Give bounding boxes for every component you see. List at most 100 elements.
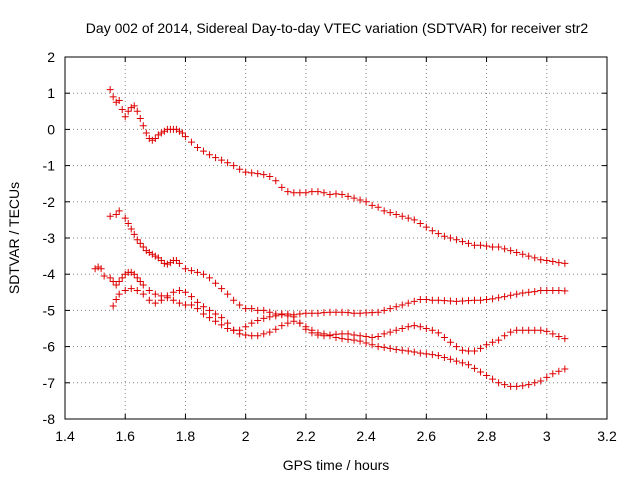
data-point bbox=[151, 290, 159, 298]
data-point bbox=[142, 247, 150, 255]
data-point bbox=[212, 154, 220, 162]
data-point bbox=[392, 345, 400, 353]
data-point bbox=[537, 286, 545, 294]
data-point bbox=[272, 177, 280, 185]
data-point bbox=[326, 191, 334, 199]
data-point bbox=[248, 332, 256, 340]
data-point bbox=[175, 286, 183, 294]
data-point bbox=[446, 297, 454, 305]
data-point bbox=[525, 252, 533, 260]
data-point bbox=[290, 317, 298, 325]
data-point bbox=[477, 344, 485, 352]
data-point bbox=[314, 188, 322, 196]
data-point bbox=[446, 338, 454, 346]
data-point bbox=[374, 332, 382, 340]
y-tick-label: -7 bbox=[43, 375, 56, 391]
data-point bbox=[133, 274, 141, 282]
data-point bbox=[513, 382, 521, 390]
data-point bbox=[392, 326, 400, 334]
chart-title: Day 002 of 2014, Sidereal Day-to-day VTE… bbox=[86, 20, 589, 36]
data-point bbox=[543, 256, 551, 264]
data-point bbox=[284, 188, 292, 196]
data-point bbox=[326, 332, 334, 340]
y-tick-label: 0 bbox=[47, 121, 55, 137]
data-point bbox=[91, 265, 99, 273]
data-point bbox=[112, 98, 120, 106]
x-tick-label: 3 bbox=[543, 428, 551, 444]
data-point bbox=[525, 381, 533, 389]
data-point bbox=[284, 319, 292, 327]
data-point bbox=[296, 189, 304, 197]
data-point bbox=[115, 207, 123, 215]
data-point bbox=[495, 243, 503, 251]
data-point bbox=[471, 347, 479, 355]
data-point bbox=[507, 328, 515, 336]
data-point bbox=[543, 327, 551, 335]
data-point bbox=[483, 372, 491, 380]
data-point bbox=[428, 351, 436, 359]
data-point bbox=[130, 270, 138, 278]
data-point bbox=[458, 346, 466, 354]
data-point bbox=[338, 335, 346, 343]
series-1-points bbox=[106, 86, 569, 267]
data-point bbox=[561, 335, 569, 343]
data-point bbox=[212, 279, 220, 287]
data-point bbox=[115, 277, 123, 285]
data-point bbox=[145, 134, 153, 142]
data-point bbox=[555, 259, 563, 267]
data-point bbox=[344, 335, 352, 343]
data-point bbox=[386, 209, 394, 217]
data-point bbox=[178, 129, 186, 137]
data-point bbox=[260, 171, 268, 179]
data-point bbox=[212, 310, 220, 318]
x-tick-label: 2 bbox=[242, 428, 250, 444]
data-point bbox=[175, 299, 183, 307]
data-point bbox=[477, 241, 485, 249]
data-point bbox=[145, 296, 153, 304]
data-point bbox=[428, 227, 436, 235]
data-point bbox=[320, 330, 328, 338]
data-point bbox=[452, 357, 460, 365]
data-point bbox=[187, 293, 195, 301]
data-point bbox=[471, 296, 479, 304]
data-point bbox=[254, 332, 262, 340]
data-point bbox=[136, 115, 144, 123]
data-point bbox=[142, 129, 150, 137]
data-point bbox=[416, 349, 424, 357]
data-point bbox=[127, 104, 135, 112]
data-point bbox=[320, 309, 328, 317]
data-point bbox=[513, 326, 521, 334]
data-point bbox=[561, 365, 569, 373]
y-tick-label: 1 bbox=[47, 85, 55, 101]
data-point bbox=[440, 353, 448, 361]
data-point bbox=[115, 290, 123, 298]
data-point bbox=[404, 323, 412, 331]
data-point bbox=[242, 323, 250, 331]
data-point bbox=[398, 212, 406, 220]
data-point bbox=[549, 370, 557, 378]
data-point bbox=[218, 285, 226, 293]
data-point bbox=[452, 343, 460, 351]
data-point bbox=[284, 310, 292, 318]
data-point bbox=[109, 277, 117, 285]
data-point bbox=[236, 330, 244, 338]
data-point bbox=[151, 252, 159, 260]
data-point bbox=[157, 256, 165, 264]
data-point bbox=[531, 379, 539, 387]
data-point bbox=[537, 256, 545, 264]
data-point bbox=[260, 330, 268, 338]
y-tick-label: -1 bbox=[43, 158, 56, 174]
y-axis-label: SDTVAR / TECUs bbox=[6, 182, 22, 294]
data-point bbox=[350, 336, 358, 344]
data-point bbox=[314, 329, 322, 337]
data-point bbox=[495, 294, 503, 302]
data-point bbox=[187, 267, 195, 275]
data-point bbox=[218, 314, 226, 322]
data-point bbox=[163, 260, 171, 268]
data-point bbox=[362, 332, 370, 340]
data-point bbox=[136, 239, 144, 247]
data-point bbox=[368, 201, 376, 209]
data-point bbox=[242, 305, 250, 313]
data-point bbox=[187, 301, 195, 309]
